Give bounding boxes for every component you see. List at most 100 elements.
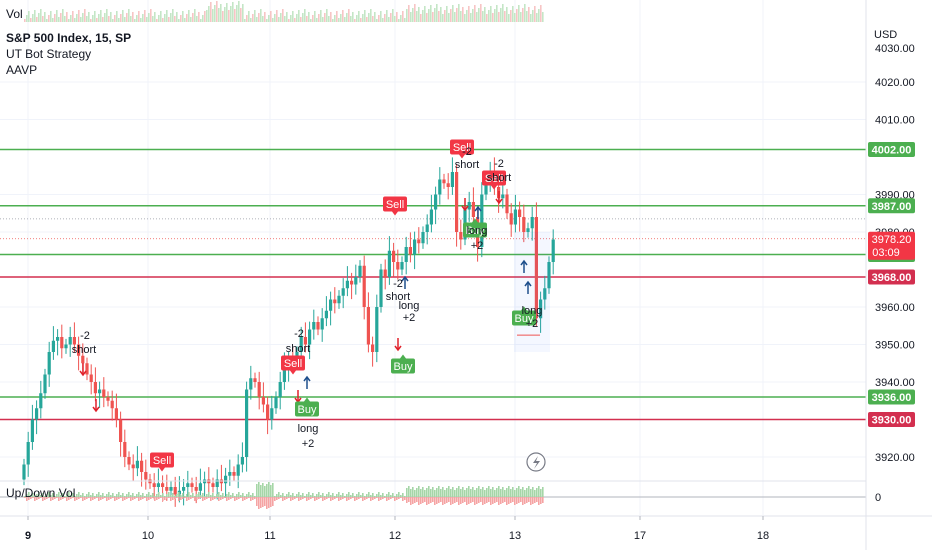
trade-annotation: +2: [403, 312, 416, 324]
date-label: 13: [509, 530, 521, 542]
down-vol-bar: [456, 497, 458, 502]
up-vol-bar: [48, 492, 50, 497]
volume-bar: [372, 16, 374, 22]
up-vol-bar: [132, 493, 134, 497]
candle-body: [308, 329, 312, 345]
down-vol-bar: [222, 497, 224, 499]
badge-label: Buy: [466, 225, 485, 237]
volume-bar: [92, 15, 94, 22]
up-vol-bar: [50, 495, 52, 497]
candle-body: [224, 475, 228, 484]
volume-bar: [250, 18, 252, 22]
candle-body: [404, 247, 408, 262]
candle-body: [131, 464, 135, 469]
lower-zero-label: 0: [875, 492, 881, 504]
candle-body: [471, 202, 475, 217]
down-vol-bar: [86, 497, 88, 499]
volume-bar: [82, 13, 84, 22]
up-vol-bar: [522, 487, 524, 497]
volume-bar: [386, 10, 388, 22]
date-axis[interactable]: 9 10 11 12 13 17 18: [0, 515, 932, 542]
volume-bar: [528, 7, 530, 22]
down-vol-bar: [62, 497, 64, 499]
price-axis[interactable]: USD4030.004020.004010.003990.003980.0039…: [865, 0, 932, 550]
candle-body: [173, 487, 177, 495]
up-vol-bar: [58, 492, 60, 497]
volume-bar: [34, 10, 36, 22]
volume-bar: [42, 16, 44, 22]
volume-bar: [40, 9, 42, 22]
volume-bar: [502, 4, 504, 22]
down-vol-bar: [424, 497, 426, 502]
down-vol-bar: [384, 497, 386, 498]
tag-bg: [868, 231, 915, 260]
candle-body: [522, 217, 526, 232]
candle-body: [375, 307, 379, 352]
down-vol-bar: [388, 497, 390, 500]
down-vol-bar: [418, 497, 420, 505]
up-vol-bar: [98, 492, 100, 497]
strategy-legend[interactable]: UT Bot Strategy: [6, 47, 92, 61]
arrow-head: [495, 198, 503, 205]
up-vol-bar: [176, 494, 178, 497]
up-vol-bar: [212, 493, 214, 497]
date-label: 10: [142, 530, 154, 542]
volume-bar: [510, 10, 512, 22]
volume-bar: [394, 16, 396, 22]
up-vol-bar: [268, 482, 270, 497]
candle-body: [316, 322, 320, 330]
candle-body: [387, 250, 391, 277]
up-vol-bar: [158, 492, 160, 497]
candle-body: [253, 378, 257, 382]
down-vol-bar: [240, 497, 242, 498]
down-vol-bar: [392, 497, 394, 498]
updown-vol-legend[interactable]: Up/Down Vol: [6, 486, 76, 500]
volume-bar: [410, 12, 412, 22]
candle-body: [450, 172, 454, 187]
up-vol-bar: [44, 496, 46, 497]
volume-bar: [370, 9, 372, 22]
trade-annotation: +2: [471, 240, 484, 252]
volume-bar: [122, 10, 124, 22]
volume-bar: [184, 18, 186, 22]
volume-bar: [450, 9, 452, 22]
down-vol-bar: [518, 497, 520, 503]
indicator-legend[interactable]: AAVP: [6, 63, 38, 77]
volume-bar: [304, 9, 306, 22]
up-vol-bar: [340, 495, 342, 497]
volume-bar: [98, 14, 100, 22]
candle-body: [93, 382, 97, 394]
up-vol-bar: [302, 493, 304, 497]
down-vol-bar: [106, 497, 108, 501]
up-vol-bar: [528, 486, 530, 497]
volume-bar: [108, 16, 110, 22]
symbol-legend[interactable]: S&P 500 Index, 15, SP: [6, 31, 132, 45]
down-vol-bar: [230, 497, 232, 499]
badge-label: Sell: [453, 142, 471, 154]
down-vol-bar: [458, 497, 460, 505]
up-vol-bar: [112, 493, 114, 497]
candlesticks: [22, 157, 555, 507]
candle-body: [257, 382, 261, 397]
volume-bar: [474, 5, 476, 22]
volume-bar: [322, 17, 324, 22]
up-vol-bar: [356, 494, 358, 497]
up-vol-bar: [518, 486, 520, 497]
up-vol-bar: [210, 495, 212, 497]
volume-bar: [486, 14, 488, 22]
volume-bar: [356, 15, 358, 22]
down-vol-bar: [38, 497, 40, 499]
volume-bar: [402, 11, 404, 22]
up-vol-bar: [88, 492, 90, 497]
down-vol-bar: [74, 497, 76, 501]
candle-body: [366, 307, 370, 345]
volume-bar: [146, 17, 148, 22]
down-vol-bar: [450, 497, 452, 505]
vol-legend[interactable]: Vol: [6, 7, 23, 21]
down-vol-bar: [234, 497, 236, 501]
volume-bar: [280, 13, 282, 22]
volume-bar: [182, 11, 184, 22]
up-vol-bar: [60, 495, 62, 497]
down-vol-bar: [334, 497, 336, 499]
